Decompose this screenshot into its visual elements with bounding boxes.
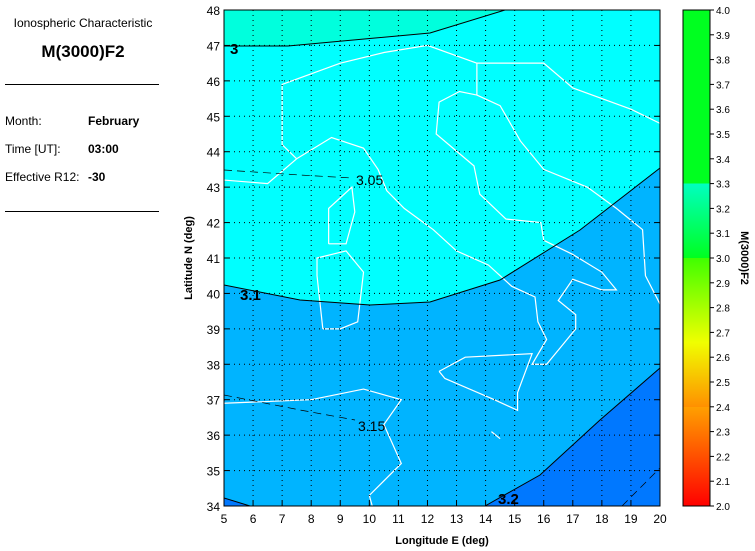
x-tick-label: 17 (566, 512, 580, 526)
colorbar-tick-label: 2.1 (716, 477, 730, 488)
band-below-3.0 (224, 10, 505, 46)
colorbar-tick-label: 2.9 (716, 279, 730, 290)
y-tick-label: 41 (207, 252, 221, 266)
colorbar-tick-label: 4.0 (716, 6, 730, 17)
coastline (316, 250, 365, 330)
colorbar-tick-label: 3.5 (716, 130, 730, 141)
colorbar-tick-label: 3.1 (716, 229, 730, 240)
colorbar-tick-label: 3.6 (716, 105, 730, 116)
month-value: February (88, 114, 140, 128)
colorbar-tick-label: 3.3 (716, 180, 730, 191)
y-axis-label: Latitude N (deg) (183, 216, 195, 300)
x-tick-label: 19 (624, 512, 638, 526)
y-tick-label: 48 (207, 4, 221, 18)
contour-label-3.05: 3.05 (356, 172, 383, 188)
y-tick-label: 37 (207, 394, 221, 408)
r12-label: Effective R12: (5, 170, 80, 184)
y-tick-label: 39 (207, 323, 221, 337)
colorbar-tick-label: 3.7 (716, 80, 730, 91)
x-tick-label: 9 (337, 512, 344, 526)
y-tick-label: 44 (207, 146, 221, 160)
coastline (491, 431, 501, 440)
colorbar-tick-label: 2.5 (716, 378, 730, 389)
colorbar-tick-label: 3.4 (716, 155, 730, 166)
colorbar-tick-label: 2.3 (716, 428, 730, 439)
x-tick-label: 12 (421, 512, 435, 526)
x-axis-label: Longitude E (deg) (395, 535, 489, 547)
time-value: 03:00 (88, 142, 119, 156)
colorbar-tick-label: 3.0 (716, 254, 730, 265)
x-tick-label: 5 (221, 512, 228, 526)
x-tick-label: 11 (392, 512, 405, 526)
r12-value: -30 (88, 170, 106, 184)
y-tick-label: 36 (207, 429, 221, 443)
coastline (328, 185, 356, 245)
band-3.1-3.2 (224, 168, 660, 506)
contour-label-3.2: 3.2 (498, 491, 519, 508)
y-tick-label: 35 (207, 465, 221, 479)
month-label: Month: (5, 114, 42, 128)
contour-label-3.15: 3.15 (358, 418, 385, 434)
colorbar-label: M(3000)F2 (738, 231, 750, 285)
contour-3.05 (224, 169, 353, 179)
y-tick-label: 43 (207, 181, 221, 195)
characteristic-subtitle: Ionospheric Characteristic (13, 16, 153, 30)
contour-3.0 (224, 10, 506, 47)
coastline (281, 44, 618, 365)
x-tick-label: 6 (250, 512, 257, 526)
colorbar-tick-label: 2.6 (716, 353, 730, 364)
y-tick-label: 38 (207, 358, 221, 372)
contour-label-3.1: 3.1 (240, 287, 261, 304)
divider (5, 84, 159, 85)
colorbar-tick-label: 2.0 (716, 502, 730, 513)
colorbar-tick-label: 3.2 (716, 204, 730, 215)
y-tick-label: 45 (207, 110, 221, 124)
x-tick-label: 15 (508, 512, 522, 526)
x-tick-label: 18 (595, 512, 609, 526)
contour-3.1 (224, 167, 660, 306)
colorbar-tick-label: 2.8 (716, 304, 730, 315)
coastline (476, 62, 660, 124)
y-tick-label: 46 (207, 75, 221, 89)
colorbar-tick-label: 2.2 (716, 452, 730, 463)
colorbar-tick-label: 2.7 (716, 328, 730, 339)
contour-3.2b (484, 367, 660, 506)
contour-3.25 (621, 467, 660, 506)
time-label: Time [UT]: (5, 142, 61, 156)
coastline (476, 94, 660, 305)
divider (5, 211, 159, 212)
band-above-3.2 (224, 368, 660, 506)
coastline (224, 158, 298, 185)
y-tick-label: 42 (207, 217, 221, 231)
y-tick-label: 40 (207, 287, 221, 301)
x-tick-label: 7 (279, 512, 286, 526)
contour-label-3: 3 (230, 41, 238, 58)
coastline (438, 353, 533, 412)
x-tick-label: 14 (479, 512, 493, 526)
colorbar-tick-label: 2.4 (716, 403, 730, 414)
x-tick-label: 20 (653, 512, 667, 526)
characteristic-title: M(3000)F2 (41, 42, 125, 61)
coastline (224, 388, 403, 506)
x-tick-label: 10 (363, 512, 377, 526)
colorbar (682, 9, 711, 507)
colorbar-tick-label: 3.8 (716, 56, 730, 67)
contour-3.2a (224, 497, 251, 506)
x-tick-label: 8 (308, 512, 315, 526)
x-tick-label: 16 (537, 512, 551, 526)
x-tick-label: 13 (450, 512, 464, 526)
colorbar-tick-label: 3.9 (716, 31, 730, 42)
y-tick-label: 34 (207, 500, 221, 514)
y-tick-label: 47 (207, 39, 221, 53)
